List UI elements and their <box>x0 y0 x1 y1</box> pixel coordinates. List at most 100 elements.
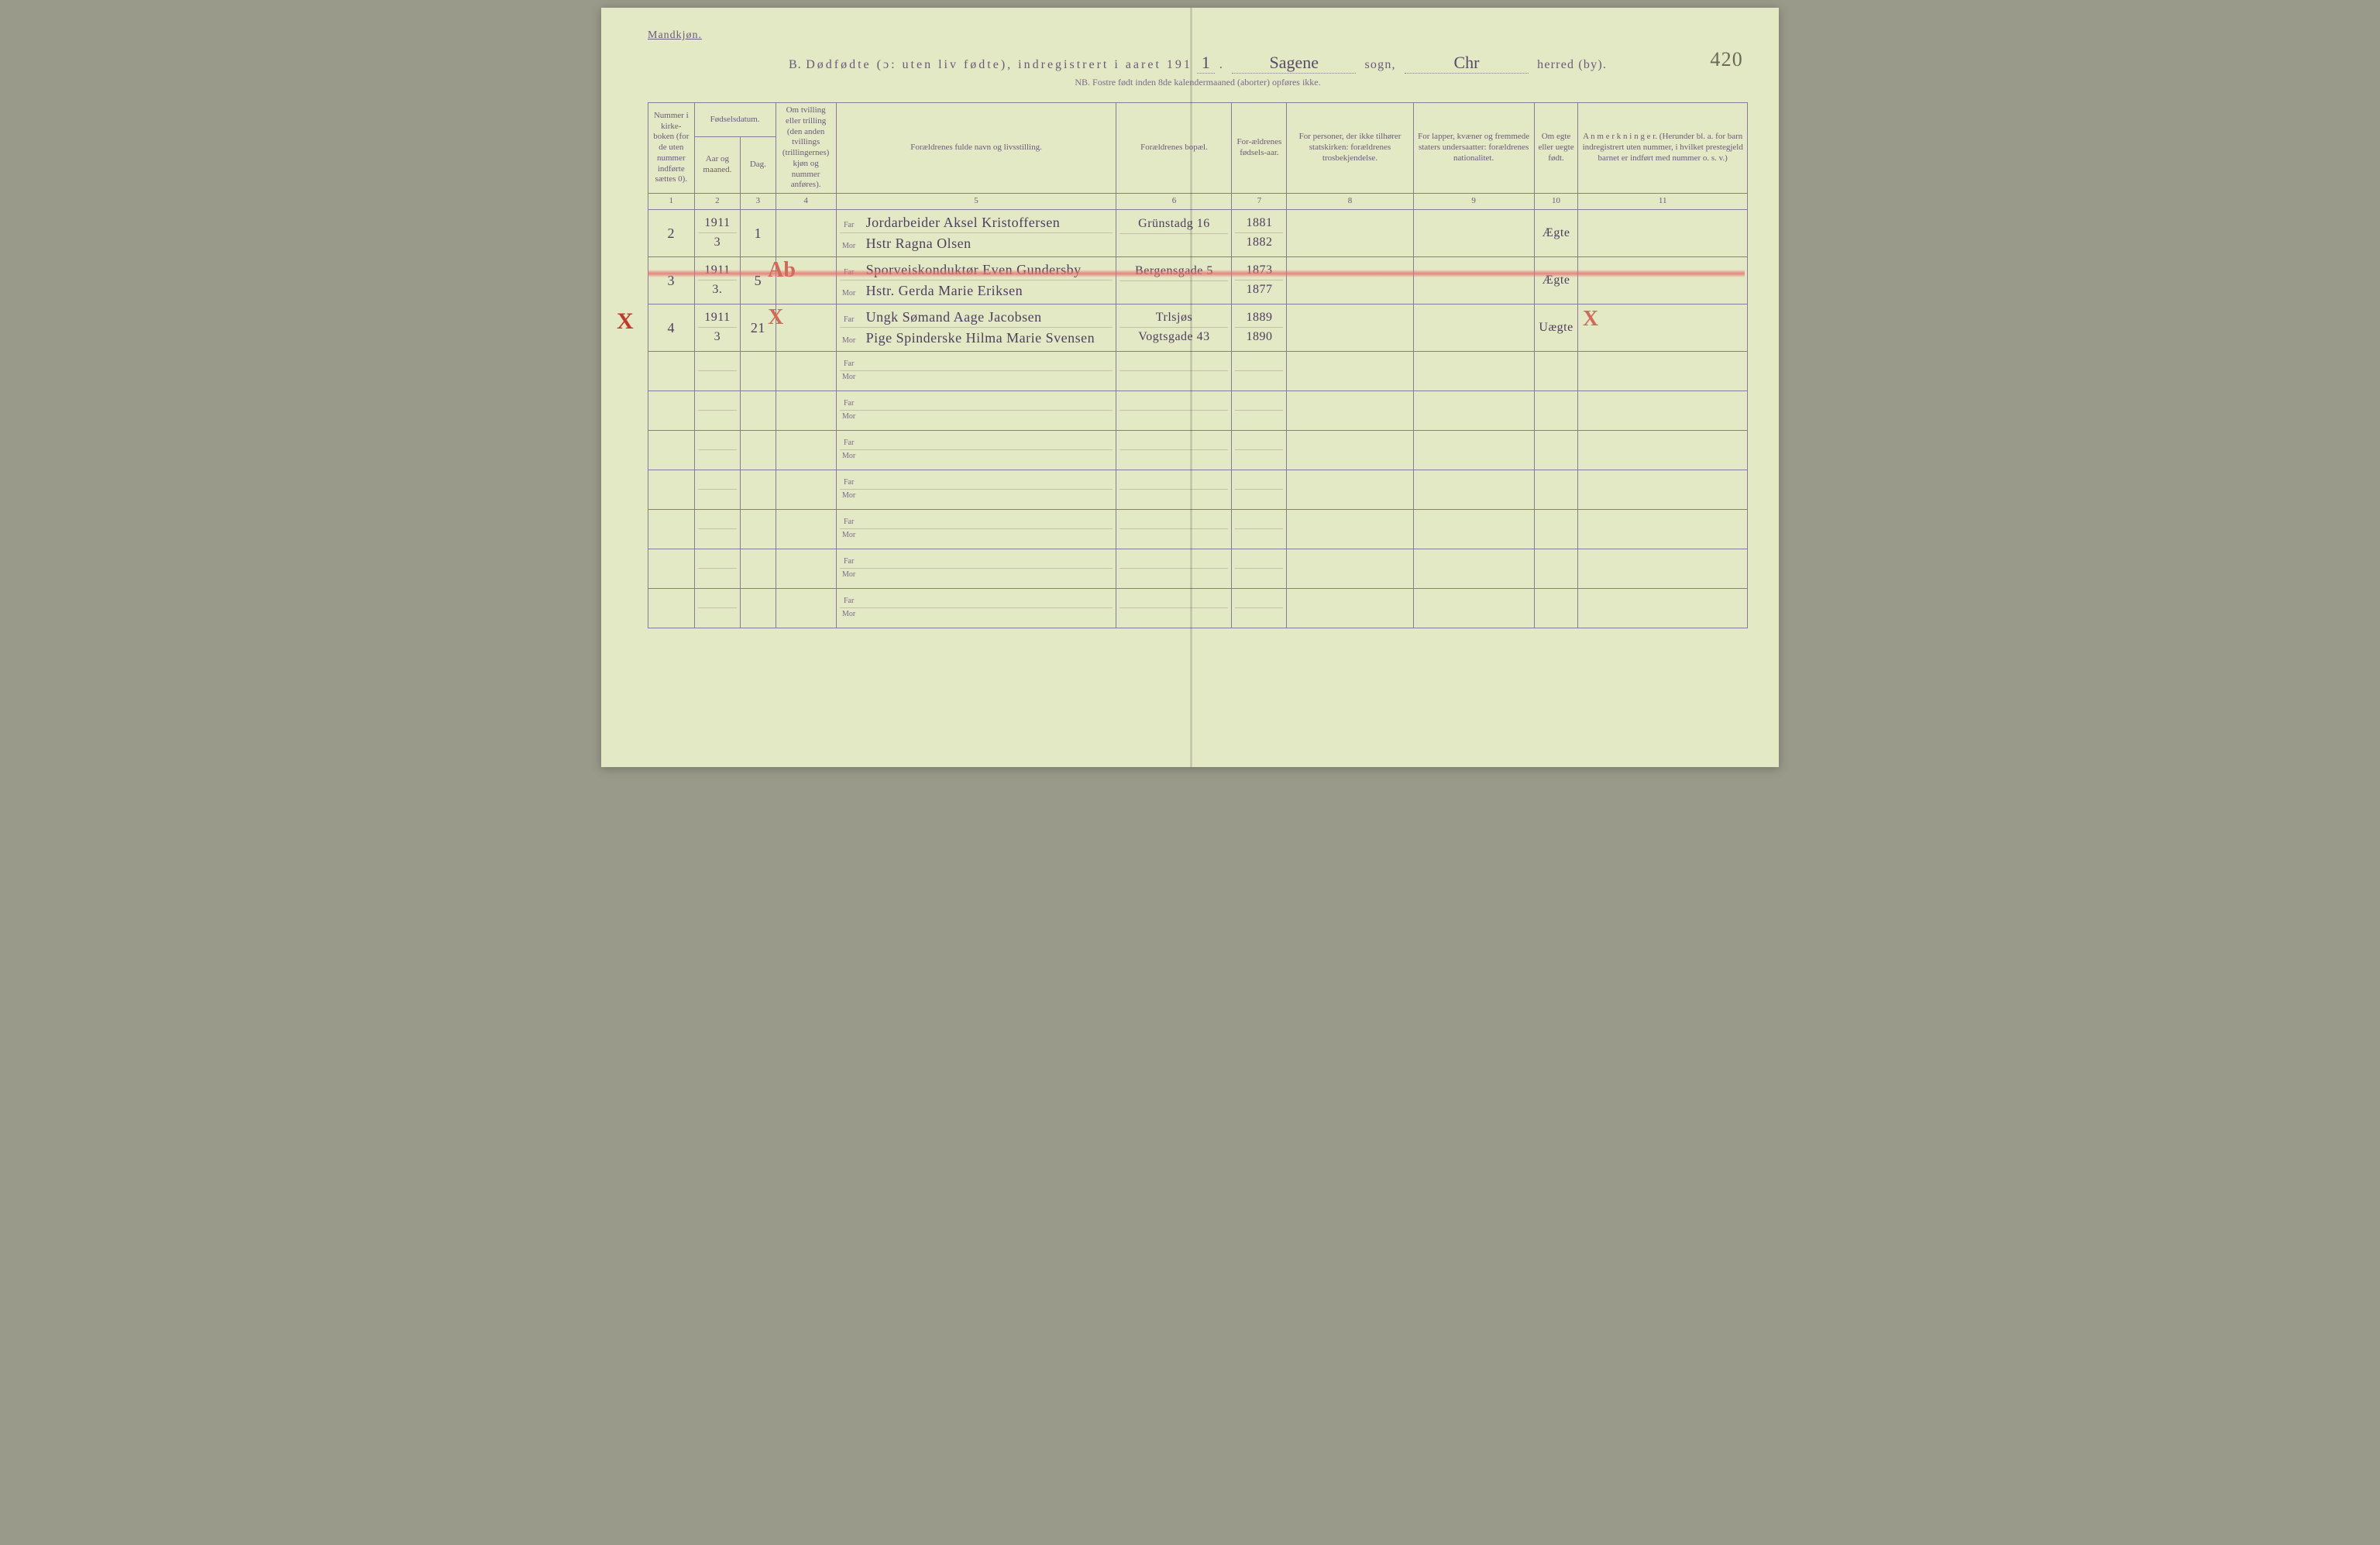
table-row: Far Mor <box>648 391 1748 430</box>
cell <box>741 470 776 509</box>
colnum: 10 <box>1534 194 1578 210</box>
col-4-header: Om tvilling eller trilling (den anden tv… <box>776 103 836 194</box>
cell <box>776 509 836 549</box>
cell <box>741 549 776 588</box>
cell: 1911 3 <box>694 304 741 351</box>
cell: Far Mor <box>836 351 1116 391</box>
cell <box>776 209 836 256</box>
table-row: Far Mor <box>648 588 1748 628</box>
cell <box>1534 509 1578 549</box>
table-row: 3 1911 3. 5 FarSporveiskonduktør Even Gu… <box>648 256 1748 304</box>
cell <box>1413 509 1534 549</box>
cell <box>1413 351 1534 391</box>
cell <box>1578 470 1748 509</box>
cell <box>1413 588 1534 628</box>
cell <box>694 470 741 509</box>
header-title: Dødfødte (ɔ: uten liv fødte), indregistr… <box>806 58 1192 71</box>
cell <box>1232 391 1287 430</box>
cell <box>694 430 741 470</box>
cell <box>648 430 695 470</box>
table-row: Far Mor <box>648 470 1748 509</box>
cell <box>1578 430 1748 470</box>
herred-label: herred (by). <box>1537 58 1607 71</box>
cell <box>1287 256 1413 304</box>
cell <box>741 430 776 470</box>
cell <box>1287 351 1413 391</box>
column-number-row: 1 2 3 4 5 6 7 8 9 10 11 <box>648 194 1748 210</box>
cell <box>741 351 776 391</box>
cell <box>1287 509 1413 549</box>
cell <box>776 588 836 628</box>
cell: Far Mor <box>836 391 1116 430</box>
colnum: 5 <box>836 194 1116 210</box>
sogn-value: Sagene <box>1232 53 1356 74</box>
margin-mark: X <box>617 308 634 335</box>
cell <box>1232 430 1287 470</box>
red-annotation: X <box>1583 307 1598 332</box>
table-row: 2 1911 3 1 FarJordarbeider Aksel Kristof… <box>648 209 1748 256</box>
cell <box>776 391 836 430</box>
cell <box>1413 470 1534 509</box>
page-number: 420 <box>1710 48 1743 71</box>
col-9-header: For lapper, kvæner og fremmede staters u… <box>1413 103 1534 194</box>
cell <box>1232 470 1287 509</box>
sub-note: NB. Fostre født inden 8de kalendermaaned… <box>648 77 1748 88</box>
cell <box>648 351 695 391</box>
cell <box>1534 588 1578 628</box>
colnum: 4 <box>776 194 836 210</box>
cell: Trlsjøs Vogtsgade 43 <box>1116 304 1232 351</box>
colnum: 9 <box>1413 194 1534 210</box>
cell: FarSporveiskonduktør Even Gundersby MorH… <box>836 256 1116 304</box>
cell: 1 <box>741 209 776 256</box>
cell <box>1413 549 1534 588</box>
cell <box>1534 430 1578 470</box>
cell <box>776 351 836 391</box>
red-annotation: Ab <box>768 258 796 283</box>
col-10-header: Om egte eller uegte født. <box>1534 103 1578 194</box>
cell <box>1578 549 1748 588</box>
table-body: 2 1911 3 1 FarJordarbeider Aksel Kristof… <box>648 209 1748 628</box>
cell <box>776 549 836 588</box>
cell <box>1578 256 1748 304</box>
cell <box>1287 304 1413 351</box>
cell: Far Mor <box>836 430 1116 470</box>
cell <box>776 304 836 351</box>
cell <box>1413 209 1534 256</box>
cell <box>694 549 741 588</box>
cell: Bergensgade 5 <box>1116 256 1232 304</box>
cell <box>648 391 695 430</box>
cell <box>1578 391 1748 430</box>
cell <box>1116 549 1232 588</box>
col-2-aar-header: Aar og maaned. <box>694 136 741 193</box>
cell <box>1287 588 1413 628</box>
cell: Grünstadg 16 <box>1116 209 1232 256</box>
cell <box>1534 391 1578 430</box>
cell <box>1287 209 1413 256</box>
cell: 2 <box>648 209 695 256</box>
cell <box>1578 209 1748 256</box>
cell <box>1578 588 1748 628</box>
cell <box>1116 470 1232 509</box>
cell: FarUngk Sømand Aage Jacobsen MorPige Spi… <box>836 304 1116 351</box>
cell <box>741 588 776 628</box>
cell <box>1534 470 1578 509</box>
colnum: 6 <box>1116 194 1232 210</box>
col-11-header: A n m e r k n i n g e r. (Herunder bl. a… <box>1578 103 1748 194</box>
cell: Ægte <box>1534 209 1578 256</box>
cell <box>1116 430 1232 470</box>
cell <box>1534 549 1578 588</box>
cell <box>741 509 776 549</box>
herred-value: Chr <box>1405 53 1529 74</box>
cell <box>1232 549 1287 588</box>
colnum: 1 <box>648 194 695 210</box>
cell: 1881 1882 <box>1232 209 1287 256</box>
table-row: Far Mor <box>648 549 1748 588</box>
cell: Far Mor <box>836 509 1116 549</box>
year-suffix: 1 <box>1197 53 1215 74</box>
cell <box>1578 351 1748 391</box>
table-row: Far Mor <box>648 430 1748 470</box>
cell <box>694 351 741 391</box>
gender-label: Mandkjøn. <box>648 29 1748 42</box>
cell <box>1116 351 1232 391</box>
cell: 1911 3 <box>694 209 741 256</box>
